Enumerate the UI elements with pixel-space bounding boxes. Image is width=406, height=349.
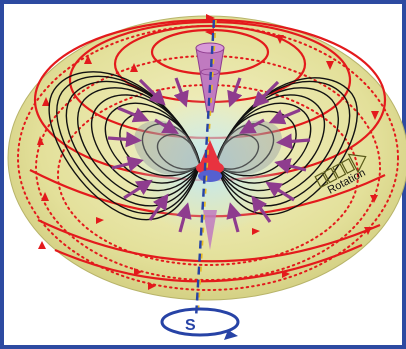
inner-lobe-shading [133, 120, 283, 175]
axis-symbol-label: S [185, 317, 196, 334]
rotation-arrow [314, 153, 367, 189]
inflow-arrows [107, 77, 311, 233]
spin-arrow [224, 330, 238, 340]
spin-indicator: S [160, 307, 240, 340]
rotation-axis [194, 19, 217, 319]
field-loop-arrows [37, 14, 379, 290]
